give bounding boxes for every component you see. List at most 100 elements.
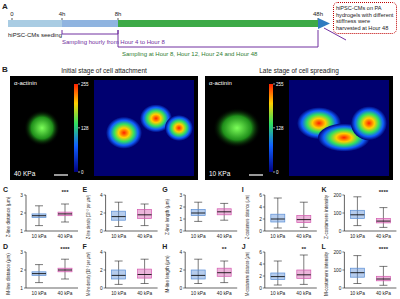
box [191, 209, 205, 215]
y-tick [263, 231, 265, 232]
whisker-cap [141, 225, 149, 226]
panel-label: B [2, 65, 8, 74]
whisker-cap [353, 255, 361, 256]
box [271, 273, 285, 280]
whisker-cap [220, 220, 228, 221]
marks [350, 256, 390, 286]
box [58, 268, 72, 272]
median [297, 219, 311, 220]
whisker-cap [353, 196, 361, 197]
y-tick-label: 3 [20, 250, 23, 255]
y-tick-label: 0 [180, 229, 183, 234]
significance: *** [61, 189, 69, 195]
colorbar [74, 84, 78, 172]
colorbar-tick [78, 127, 80, 128]
median [32, 215, 46, 216]
whisker-cap [194, 221, 202, 222]
median [58, 213, 72, 214]
colorbar-tick-label: 128 [81, 126, 89, 131]
heat-blob [351, 106, 387, 140]
y-tick-label: 4 [259, 262, 262, 267]
whisker-cap [141, 204, 149, 205]
y-tick [342, 231, 344, 232]
median [138, 214, 152, 215]
image-background [205, 76, 393, 180]
marks [350, 197, 390, 228]
time-tick [12, 18, 13, 20]
y-tick-label: 2 [20, 211, 23, 216]
x-axis [26, 288, 78, 289]
x-axis [185, 231, 237, 232]
y-tick-label: 6 [259, 250, 262, 255]
x-tick-label: 10 kPa [111, 234, 126, 239]
y-tick [342, 213, 344, 214]
x-axis [26, 231, 78, 232]
y-tick [183, 195, 185, 196]
time-label: 4h [59, 11, 66, 17]
y-axis-label: M-line distance (μm) [6, 253, 11, 295]
whisker-cap [35, 282, 43, 283]
y-tick [342, 195, 344, 196]
panel-label: I [242, 186, 244, 193]
y-tick [342, 288, 344, 289]
stiffness-label: 10 KPa [209, 170, 231, 177]
median [376, 279, 390, 280]
box-plot: IZ-costamere distance (μm)024610 kPa40 k… [242, 186, 317, 239]
y-axis [264, 252, 265, 288]
y-tick [104, 252, 106, 253]
x-tick-label: 10 kPa [350, 234, 365, 239]
x-tick-label: 40 kPa [217, 291, 232, 296]
y-tick-label: 2 [259, 217, 262, 222]
scale-bar [54, 174, 68, 175]
y-tick-label: 0 [339, 286, 342, 291]
x-axis [344, 288, 396, 289]
y-tick-label: 2 [100, 268, 103, 273]
box-plot: EZ-line density (10⁻² per μm²)02410 kPa4… [83, 186, 158, 239]
median [350, 272, 364, 273]
y-tick-label: 1 [20, 229, 23, 234]
x-tick-label: 10 kPa [32, 291, 47, 296]
image-title: Initial stage of cell attachment [61, 67, 147, 75]
y-tick [24, 252, 26, 253]
marks [271, 255, 311, 285]
heat-blob [165, 115, 193, 141]
y-tick [263, 207, 265, 208]
y-tick-label: 2 [100, 211, 103, 216]
whisker-cap [300, 202, 308, 203]
x-tick-label: 10 kPa [191, 234, 206, 239]
time-label: 48h [313, 11, 323, 17]
significance: ** [222, 246, 227, 252]
whisker-cap [35, 205, 43, 206]
median [271, 219, 285, 220]
y-tick-label: 100 [333, 268, 341, 273]
whisker-cap [274, 285, 282, 286]
box [58, 212, 72, 216]
y-tick [24, 270, 26, 271]
whisker-cap [194, 283, 202, 284]
y-tick [104, 213, 106, 214]
median [112, 216, 126, 217]
colorbar-tick [78, 172, 80, 173]
x-tick-label: 10 kPa [270, 234, 285, 239]
x-tick-label: 40 kPa [376, 234, 391, 239]
stain-label: α-actinin [209, 80, 232, 86]
y-tick [183, 288, 185, 289]
marks [191, 259, 231, 283]
whisker-cap [379, 207, 387, 208]
x-axis [265, 288, 317, 289]
whisker-cap [353, 225, 361, 226]
box [191, 270, 205, 279]
x-tick-label: 40 kPa [376, 291, 391, 296]
whisker-cap [220, 261, 228, 262]
median [350, 214, 364, 215]
y-tick [183, 231, 185, 232]
y-tick [183, 219, 185, 220]
box [297, 270, 311, 278]
y-tick [104, 270, 106, 271]
whisker-cap [274, 261, 282, 262]
whisker-cap [115, 202, 123, 203]
x-axis [106, 231, 158, 232]
y-tick [24, 231, 26, 232]
panel-label: J [242, 243, 246, 250]
y-axis-label: Z-line density (10⁻² per μm²) [86, 195, 91, 239]
